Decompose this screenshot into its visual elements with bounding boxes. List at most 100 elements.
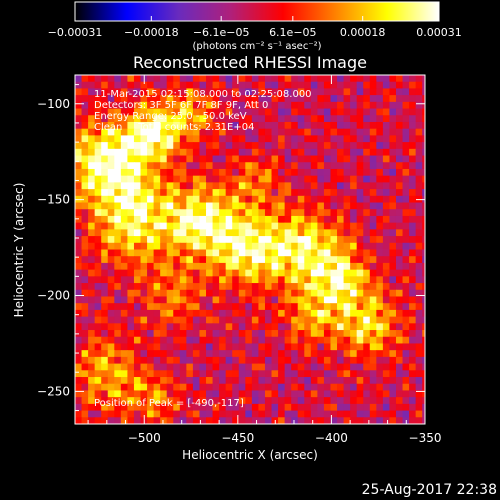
heatmap-cell [114,128,122,136]
heatmap-cell [304,410,312,418]
heatmap-cell [251,202,260,210]
heatmap-cell [422,249,425,257]
heatmap-cell [81,309,89,318]
heatmap-cell [337,417,345,424]
heatmap-cell [337,202,345,210]
heatmap-cell [232,276,240,284]
heatmap-cell [140,343,148,351]
heatmap-cell [291,168,299,177]
heatmap-cell [219,262,227,271]
heatmap-cell [225,202,233,210]
heatmap-cell [363,356,371,365]
heatmap-cell [206,222,214,230]
heatmap-cell [81,155,89,163]
heatmap-cell [395,303,404,311]
heatmap-cell [153,229,161,237]
heatmap-cell [369,323,377,331]
heatmap-cell [369,309,377,318]
heatmap-cell [284,397,292,405]
heatmap-cell [330,262,338,271]
heatmap-cell [114,209,122,217]
heatmap-cell [297,115,305,123]
heatmap-cell [107,121,115,130]
heatmap-cell [343,336,351,345]
heatmap-cell [94,242,102,251]
heatmap-cell [133,155,142,163]
heatmap-cell [81,363,89,371]
heatmap-cell [206,316,214,324]
annotation-clean-counts: Clean Total counts: 2.31E+04 [94,122,254,133]
heatmap-cell [206,209,214,217]
heatmap-cell [310,88,318,96]
heatmap-cell [88,283,96,291]
heatmap-cell [402,363,410,371]
heatmap-cell [140,363,148,371]
heatmap-cell [238,88,246,96]
heatmap-cell [337,215,345,224]
heatmap-cell [395,370,404,378]
heatmap-cell [369,101,377,110]
heatmap-cell [186,168,194,177]
heatmap-cell [75,175,83,183]
heatmap-cell [363,397,371,405]
heatmap-cell [245,148,253,157]
heatmap-cell [232,215,240,224]
heatmap-cell [409,356,417,365]
heatmap-cell [120,209,129,217]
heatmap-cell [186,424,193,431]
heatmap-cell [199,323,207,331]
heatmap-cell [356,128,364,136]
heatmap-cell [120,276,129,284]
heatmap-cell [101,95,109,103]
heatmap-cell [284,195,292,204]
heatmap-cell [297,128,305,136]
heatmap-cell [94,403,102,412]
heatmap-cell [232,202,240,210]
heatmap-cell [251,330,260,338]
heatmap-cell [133,262,142,271]
heatmap-cell [395,75,404,83]
heatmap-cell [166,88,174,96]
heatmap-cell [114,262,122,271]
heatmap-cell [120,121,129,130]
heatmap-cell [271,309,279,318]
heatmap-cell [127,410,135,418]
heatmap-cell [75,370,83,378]
heatmap-cell [245,336,253,345]
heatmap-cell [127,309,135,318]
heatmap-cell [284,202,292,210]
heatmap-cell [160,350,168,358]
heatmap-cell [107,316,115,324]
heatmap-cell [317,108,325,116]
heatmap-cell [101,121,109,130]
heatmap-cell [291,343,299,351]
heatmap-cell [212,101,220,110]
heatmap-cell [429,296,436,303]
heatmap-cell [369,283,377,291]
heatmap-cell [395,209,404,217]
heatmap-cell [284,356,292,365]
heatmap-cell [323,256,332,264]
heatmap-cell [127,370,135,378]
heatmap-cell [153,256,161,264]
heatmap-cell [212,236,220,244]
heatmap-cell [395,121,404,130]
heatmap-cell [160,108,168,116]
heatmap-cell [330,410,338,418]
heatmap-cell [356,269,364,277]
heatmap-cell [350,88,358,96]
heatmap-cell [251,363,260,371]
heatmap-cell [192,403,201,412]
heatmap-cell [160,242,168,251]
heatmap-cell [382,229,391,237]
heatmap-cell [199,363,207,371]
heatmap-cell [225,383,233,392]
heatmap-cell [88,377,96,385]
heatmap-cell [422,148,425,157]
heatmap-cell [297,316,305,324]
heatmap-cell [350,390,358,398]
heatmap-cell [206,330,214,338]
heatmap-cell [179,269,187,277]
heatmap-cell [363,256,371,264]
heatmap-cell [75,121,83,130]
